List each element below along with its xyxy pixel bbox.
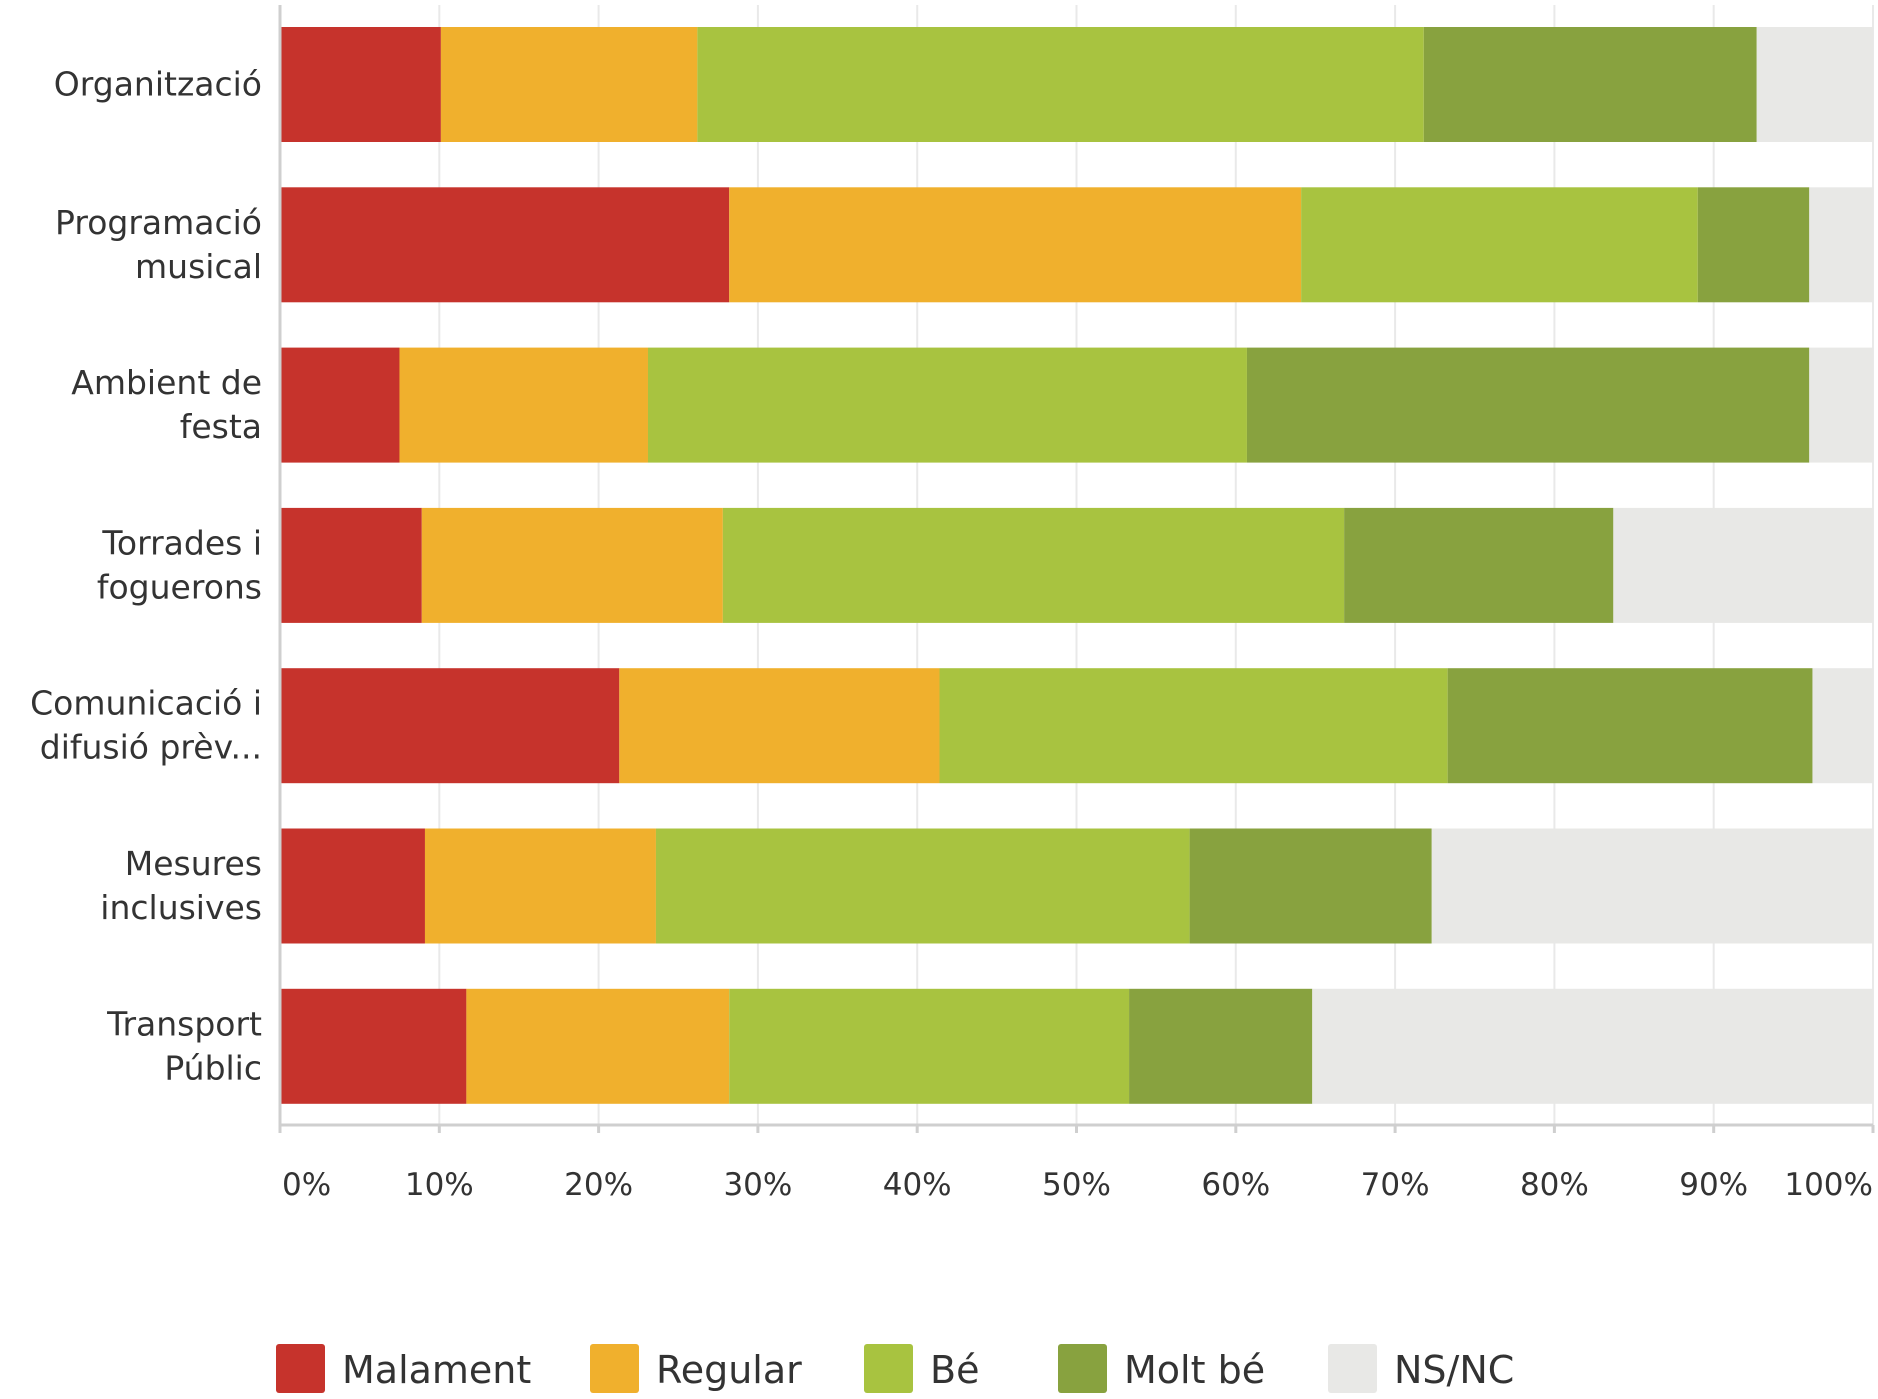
category-label: Organització <box>54 65 262 104</box>
category-label: musical <box>135 247 262 286</box>
bar-segment-ns-nc <box>1809 187 1873 303</box>
x-tick-label: 60% <box>1201 1167 1270 1203</box>
bar-segment-molt-b- <box>1189 828 1432 944</box>
bar-segment-malament <box>280 988 467 1104</box>
bar-segment-molt-b- <box>1697 187 1810 303</box>
legend-swatch-molt-b- <box>1058 1344 1107 1393</box>
x-tick-label: 90% <box>1679 1167 1748 1203</box>
bar-segment-regular <box>466 988 730 1104</box>
bar-segment-molt-b- <box>1423 27 1757 142</box>
bar-segment-molt-b- <box>1447 668 1813 784</box>
x-tick-label: 50% <box>1042 1167 1111 1203</box>
legend-label: NS/NC <box>1394 1348 1514 1392</box>
bar-segment-b- <box>939 668 1448 784</box>
legend-label: Bé <box>930 1348 979 1392</box>
bar-segment-malament <box>280 27 441 142</box>
bar-segment-b- <box>647 347 1247 463</box>
category-label: Públic <box>164 1048 262 1087</box>
x-tick-label: 20% <box>564 1167 633 1203</box>
legend-swatch-regular <box>590 1344 639 1393</box>
bar-segment-ns-nc <box>1431 828 1873 944</box>
x-tick-label: 100% <box>1784 1167 1873 1203</box>
bar-segment-malament <box>280 187 730 303</box>
x-tick-label: 70% <box>1361 1167 1430 1203</box>
category-label: Mesures <box>125 844 262 883</box>
bar-segment-ns-nc <box>1756 27 1873 142</box>
x-tick-label: 10% <box>405 1167 474 1203</box>
legend-label: Malament <box>342 1348 531 1392</box>
bar-segment-malament <box>280 347 400 463</box>
bar-segment-ns-nc <box>1312 988 1873 1104</box>
x-tick-label: 40% <box>883 1167 952 1203</box>
bar-segment-regular <box>424 828 656 944</box>
bar-segment-malament <box>280 507 422 623</box>
legend-swatch-b- <box>864 1344 913 1393</box>
x-tick-label: 0% <box>282 1167 331 1203</box>
bar-segment-regular <box>399 347 648 463</box>
bar-segment-regular <box>440 27 698 142</box>
x-tick-label: 80% <box>1520 1167 1589 1203</box>
legend-label: Molt bé <box>1124 1348 1265 1392</box>
category-label: festa <box>180 407 262 446</box>
legend-label: Regular <box>656 1348 802 1392</box>
category-label: Torrades i <box>101 523 262 562</box>
bar-segment-molt-b- <box>1129 988 1313 1104</box>
category-label: inclusives <box>100 888 262 927</box>
bar-segment-regular <box>729 187 1302 303</box>
category-label: difusió prèv... <box>40 728 262 767</box>
bar-segment-ns-nc <box>1812 668 1873 784</box>
bar-segment-b- <box>722 507 1345 623</box>
bar-segment-regular <box>619 668 940 784</box>
bar-segment-malament <box>280 828 425 944</box>
x-tick-labels: 0% 10% 20% 30% 40% 50% 60% 70% 80% 90% 100% <box>282 1167 1873 1203</box>
bar-segment-b- <box>655 828 1190 944</box>
axes <box>278 5 1875 1133</box>
bar-segment-b- <box>697 27 1424 142</box>
legend-swatch-malament <box>276 1344 325 1393</box>
legend: Malament Regular Bé Molt bé NS/NC <box>276 1344 1514 1393</box>
x-tick-label: 30% <box>723 1167 792 1203</box>
bar-segment-ns-nc <box>1613 507 1873 623</box>
bar-segment-molt-b- <box>1344 507 1614 623</box>
bar-segment-ns-nc <box>1809 347 1873 463</box>
category-label: foguerons <box>97 567 262 606</box>
bar-segment-b- <box>1301 187 1698 303</box>
category-label: Ambient de <box>71 363 262 402</box>
legend-swatch-ns-nc <box>1328 1344 1377 1393</box>
category-label: Transport <box>106 1004 262 1043</box>
category-label: Programació <box>55 203 262 242</box>
bar-segment-malament <box>280 668 620 784</box>
bar-segment-molt-b- <box>1246 347 1810 463</box>
category-label: Comunicació i <box>30 684 262 723</box>
category-labels: Organització Programació musical Ambient de… <box>30 65 262 1088</box>
bar-segment-b- <box>729 988 1130 1104</box>
bar-area <box>280 27 1873 1104</box>
bar-segment-regular <box>421 507 723 623</box>
